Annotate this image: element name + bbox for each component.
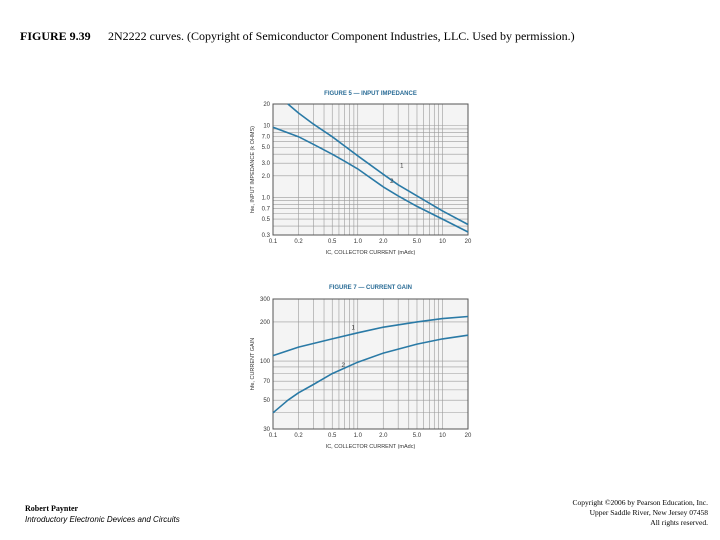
chart2-y-tick-label: 70 xyxy=(263,379,270,385)
chart2-plot-frame xyxy=(272,298,469,430)
chart2-y-tick-label: 200 xyxy=(260,320,271,326)
copyright-line: All rights reserved. xyxy=(650,518,708,527)
chart2-x-tick-label: 0.5 xyxy=(328,433,337,439)
chart1-x-axis-label: IC, COLLECTOR CURRENT (mAdc) xyxy=(326,250,416,256)
chart2-series-line-2 xyxy=(272,334,469,414)
chart2-title: FIGURE 7 — CURRENT GAIN xyxy=(329,285,412,291)
chart2-series-label-2: 2 xyxy=(342,363,346,369)
chart1-x-tick-label: 5.0 xyxy=(413,239,422,245)
chart1-y-axis-label: hie, INPUT IMPEDANCE (k OHMS) xyxy=(250,126,256,213)
chart2-y-tick-label: 30 xyxy=(263,427,270,433)
chart1-y-tick-label: 7.0 xyxy=(262,135,271,141)
chart1-y-tick-label: 10 xyxy=(263,124,270,130)
chart1-y-tick-label: 0.7 xyxy=(262,207,271,213)
figure-caption: 2N2222 curves. (Copyright of Semiconduct… xyxy=(108,29,575,43)
chart1-y-tick-label: 20 xyxy=(263,102,270,108)
chart2-y-axis-label: hfe, CURRENT GAIN xyxy=(250,338,256,390)
chart2-y-tick-label: 100 xyxy=(260,359,271,365)
chart2-x-tick-label: 5.0 xyxy=(413,433,422,439)
footer-book-credit: Robert Paynter Introductory Electronic D… xyxy=(25,503,180,525)
chart1-y-tick-label: 0.5 xyxy=(262,217,271,223)
footer-author: Robert Paynter xyxy=(25,504,79,513)
chart1-x-tick-label: 0.5 xyxy=(328,239,337,245)
chart1-x-tick-label: 10 xyxy=(439,239,446,245)
chart2-y-tick-label: 50 xyxy=(263,398,270,404)
chart1-y-tick-label: 3.0 xyxy=(262,161,271,167)
figure-label: FIGURE 9.39 xyxy=(20,29,91,43)
chart2-x-tick-label: 0.2 xyxy=(294,433,303,439)
chart1-y-tick-label: 0.3 xyxy=(262,233,271,239)
chart2-series-label-1: 1 xyxy=(352,325,356,331)
chart1-x-tick-label: 0.2 xyxy=(294,239,303,245)
chart1-plot-frame xyxy=(272,103,469,236)
chart1-y-tick-label: 5.0 xyxy=(262,145,271,151)
chart1-y-tick-label: 1.0 xyxy=(262,195,271,201)
chart1-series-label-2: 2 xyxy=(390,179,394,185)
chart1-x-tick-label: 0.1 xyxy=(269,239,278,245)
copyright-line: Copyright ©2006 by Pearson Education, In… xyxy=(572,498,708,507)
chart1-series-line-2 xyxy=(272,126,469,233)
chart2-plot-area xyxy=(273,299,468,429)
footer-book-title: Introductory Electronic Devices and Circ… xyxy=(25,515,180,524)
chart2-x-tick-label: 0.1 xyxy=(269,433,278,439)
chart2-x-tick-label: 20 xyxy=(465,433,472,439)
chart2-y-tick-label: 300 xyxy=(260,297,271,303)
chart2-x-tick-label: 10 xyxy=(439,433,446,439)
chart1-title: FIGURE 5 — INPUT IMPEDANCE xyxy=(324,91,417,97)
chart1-x-tick-label: 1.0 xyxy=(354,239,363,245)
chart2-x-tick-label: 1.0 xyxy=(354,433,363,439)
chart2-x-axis-label: IC, COLLECTOR CURRENT (mAdc) xyxy=(326,444,416,450)
copyright-line: Upper Saddle River, New Jersey 07458 xyxy=(589,508,708,517)
footer-copyright: Copyright ©2006 by Pearson Education, In… xyxy=(573,498,708,528)
chart1-y-tick-label: 2.0 xyxy=(262,174,271,180)
chart2-series-line-1 xyxy=(272,315,469,357)
chart1-series-label-1: 1 xyxy=(400,164,404,170)
chart2-x-tick-label: 2.0 xyxy=(379,433,388,439)
chart1-series-line-1 xyxy=(287,103,469,226)
chart1-x-tick-label: 20 xyxy=(465,239,472,245)
chart1-x-tick-label: 2.0 xyxy=(379,239,388,245)
